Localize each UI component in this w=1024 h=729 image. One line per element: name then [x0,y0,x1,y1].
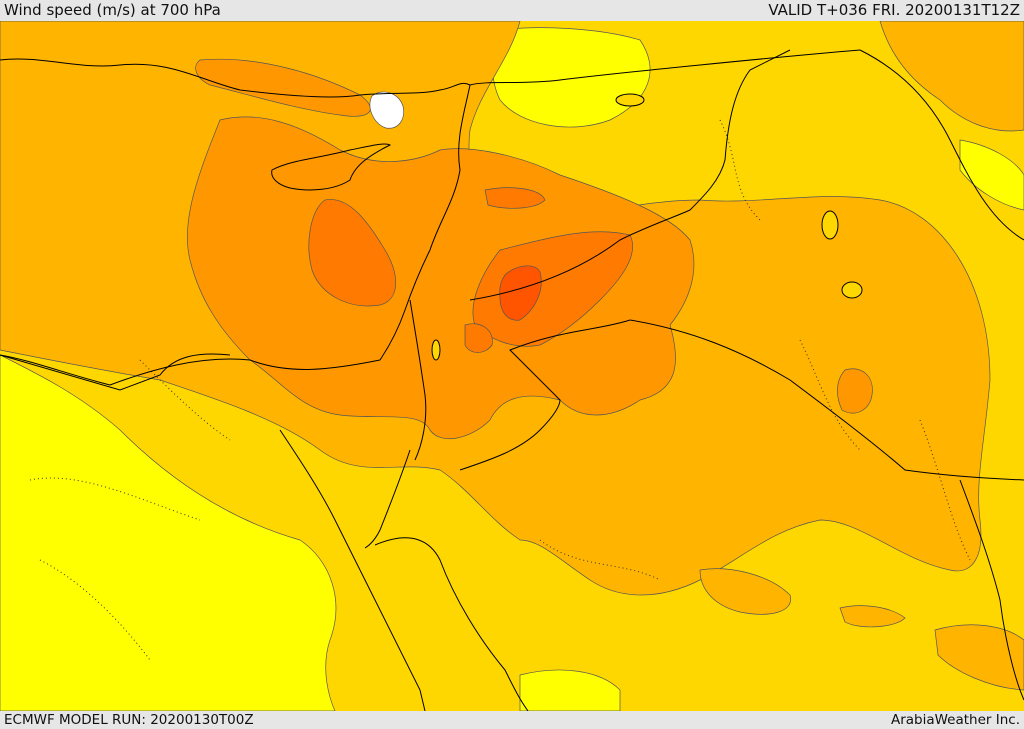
turkey-south-coast [0,58,471,98]
band-low-south [519,669,621,711]
band-3-south-patch [699,568,791,615]
valid-time: VALID T+036 FRI. 20200131T12Z [768,1,1020,19]
syria-iraq-border [469,49,791,301]
footer-bar: ECMWF MODEL RUN: 20200130T00Z ArabiaWeat… [0,711,1024,729]
lake-tharthar [821,210,839,240]
band-3-northeast [879,21,1024,132]
israel-outline [409,299,427,461]
band-4-east-patch [837,368,873,414]
coastlines-and-borders [0,49,1024,711]
lake-assad [615,93,645,107]
band-3-southeast [934,624,1024,691]
wind-speed-map [0,21,1024,711]
gulf-aqaba [364,449,411,549]
band-4-north-strip [195,58,371,117]
model-run: ECMWF MODEL RUN: 20200130T00Z [4,712,254,728]
lake-razazah [841,281,863,299]
jordan-saudi-border [459,319,631,471]
credit: ArabiaWeather Inc. [890,712,1020,728]
red-sea-west [359,569,426,711]
band-low-southwest [0,354,337,711]
egypt-sudan-border [0,353,231,391]
calm-spot [369,91,404,129]
band-3-coast-patch [839,605,906,628]
band-5-iraq [484,187,546,209]
north-africa-coast [0,354,381,386]
band-5-west [308,199,397,307]
band-max-core [499,265,542,321]
band-low-east [959,139,1024,211]
red-sea-east [374,537,529,711]
title-bar: Wind speed (m/s) at 700 hPa VALID T+036 … [0,0,1024,21]
persian-gulf-coast [959,479,1024,701]
band-5-south [464,323,493,353]
band-low-north [492,27,651,128]
turkey-syria-border [469,49,861,86]
levant-coast [379,84,471,361]
map-canvas [0,21,1024,711]
cyprus [271,143,392,191]
lakes [431,93,863,361]
lake-tiberias [431,339,441,361]
iraq-iran-border [859,49,1024,241]
iraq-saudi-border [629,319,1024,481]
map-title: Wind speed (m/s) at 700 hPa [4,1,221,19]
sinai-gulf-suez [279,429,361,571]
dotted-contours [29,119,971,661]
